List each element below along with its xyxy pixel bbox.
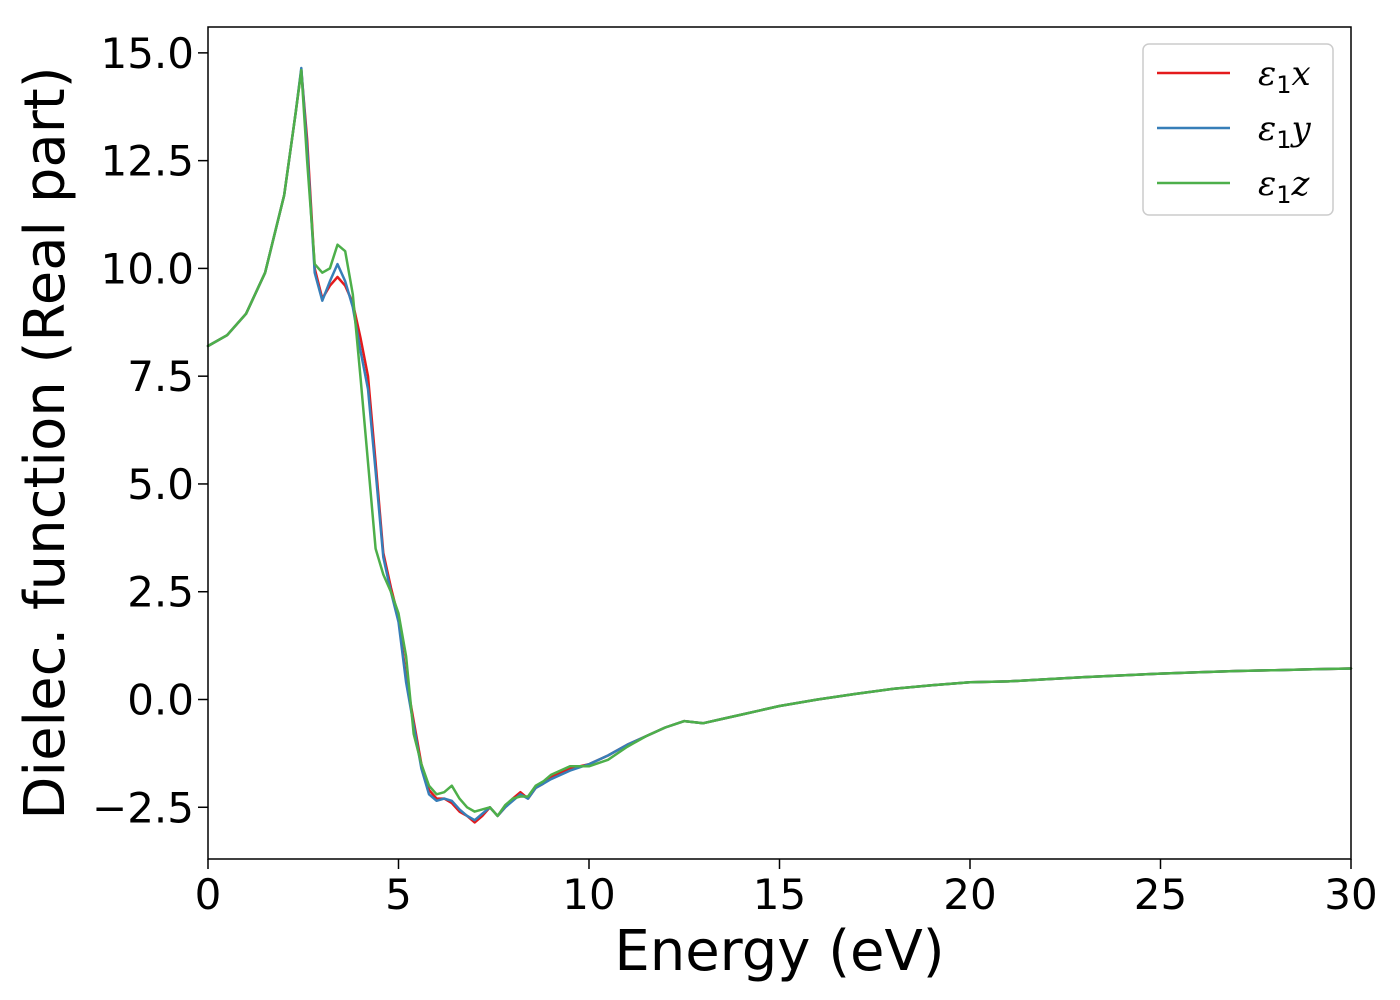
y-tick-label: 0.0 bbox=[127, 675, 194, 724]
legend-label-y: ε1y bbox=[1258, 109, 1312, 154]
y-tick-label: 15.0 bbox=[100, 29, 194, 78]
legend-box bbox=[1142, 43, 1334, 216]
legend-label-z: ε1z bbox=[1258, 164, 1311, 209]
y-axis-title: Dielec. function (Real part) bbox=[13, 66, 78, 819]
y-tick-label: 2.5 bbox=[127, 568, 194, 617]
legend: ε1x ε1y ε1z bbox=[1142, 43, 1334, 216]
x-axis: 0 5 10 15 20 25 30 bbox=[195, 859, 1378, 919]
x-axis-title: Energy (eV) bbox=[614, 919, 944, 984]
x-tick-label: 25 bbox=[1134, 870, 1187, 919]
y-tick-label: 7.5 bbox=[127, 352, 194, 401]
legend-label-x: ε1x bbox=[1258, 54, 1311, 99]
x-tick-label: 5 bbox=[385, 870, 412, 919]
x-tick-label: 30 bbox=[1324, 870, 1377, 919]
x-tick-label: 0 bbox=[195, 870, 222, 919]
series-line-z bbox=[206, 68, 1353, 818]
x-tick-label: 10 bbox=[562, 870, 615, 919]
y-tick-label: 12.5 bbox=[100, 137, 194, 186]
x-tick-label: 15 bbox=[753, 870, 806, 919]
y-tick-label: −2.5 bbox=[92, 783, 194, 832]
x-tick-label: 20 bbox=[943, 870, 996, 919]
y-tick-label: 5.0 bbox=[127, 460, 194, 509]
y-axis: −2.5 0.0 2.5 5.0 7.5 10.0 12.5 15.0 bbox=[92, 29, 208, 832]
series-layer bbox=[206, 66, 1353, 824]
y-tick-label: 10.0 bbox=[100, 244, 194, 293]
